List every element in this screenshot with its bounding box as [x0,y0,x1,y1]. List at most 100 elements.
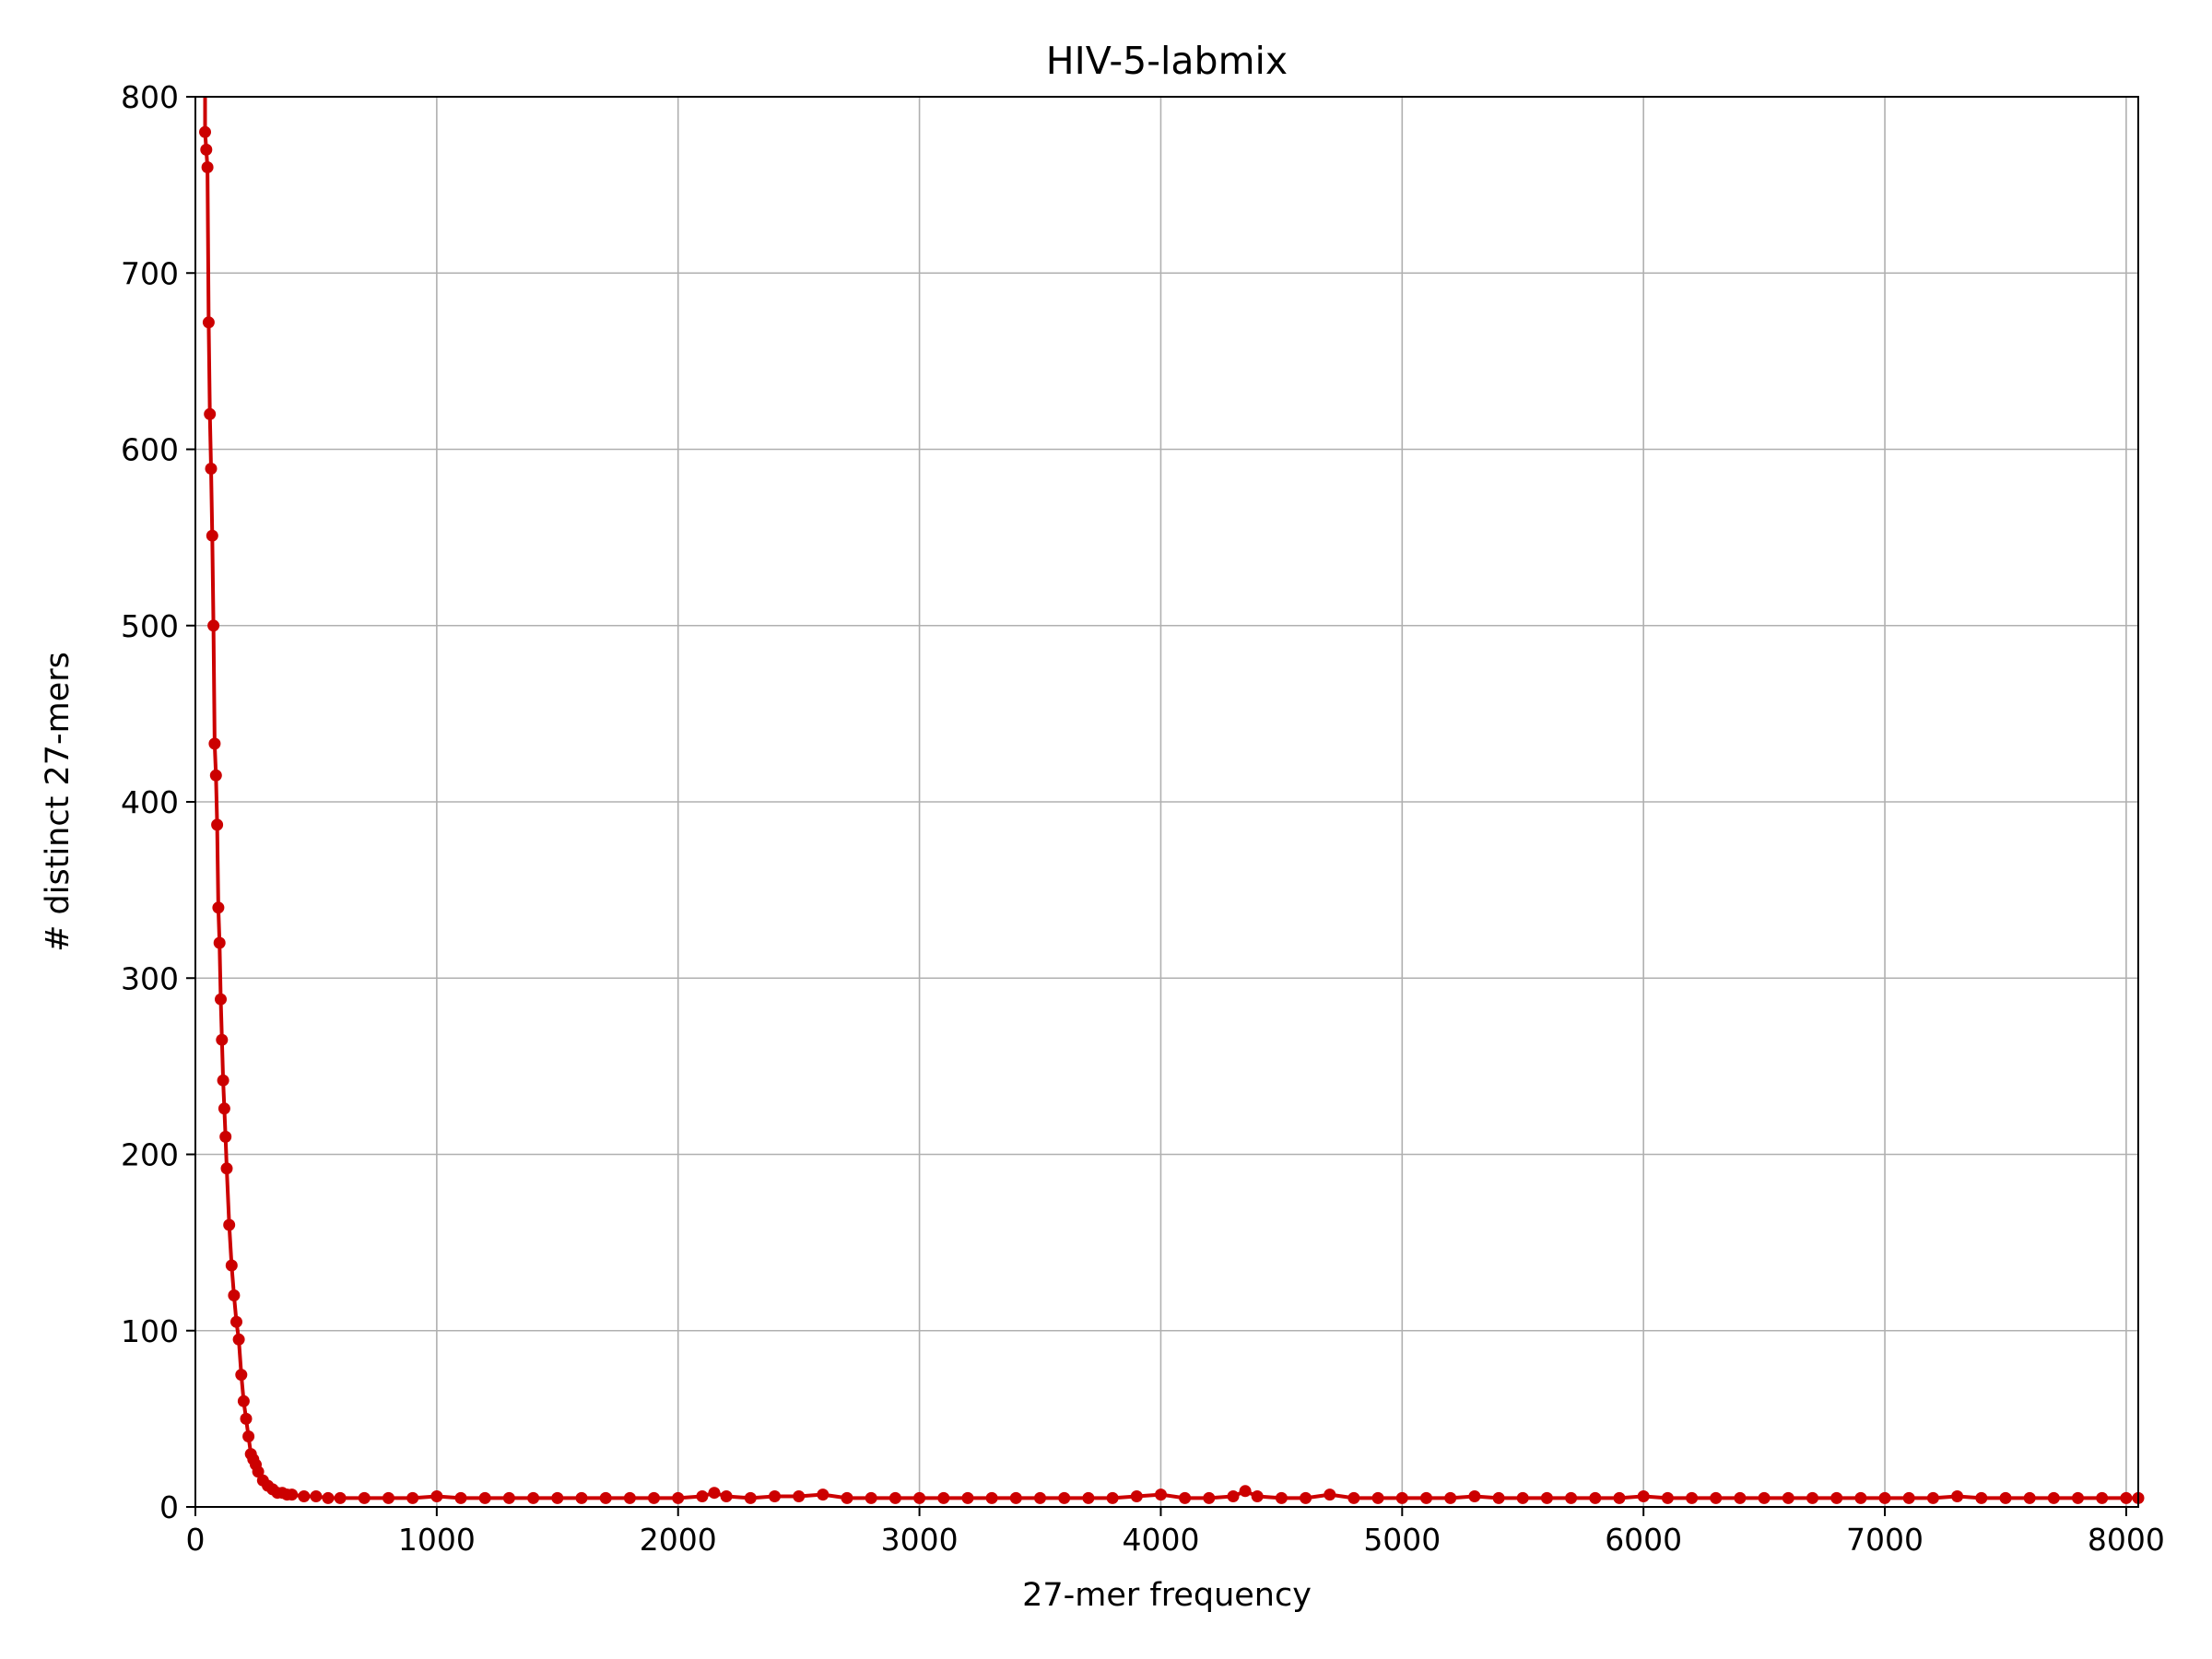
x-axis-ticks: 0 1000 2000 3000 4000 5000 6000 7000 8000 [186,1507,2165,1558]
data-point [720,1490,733,1502]
data-point [1324,1488,1336,1501]
data-point [1082,1491,1095,1504]
data-point [211,818,224,831]
data-point [744,1491,757,1504]
data-point [2096,1491,2109,1504]
data-point [298,1490,311,1502]
data-point [199,125,211,138]
data-point [696,1490,709,1502]
data-point [1155,1488,1167,1501]
y-tick-label: 0 [159,1489,179,1525]
x-tick-label: 1000 [398,1522,476,1558]
data-point [1058,1491,1071,1504]
data-point [1661,1491,1674,1504]
y-axis-label: # distinct 27-mers [40,652,76,952]
data-point [334,1491,347,1504]
y-tick-label: 500 [121,608,179,644]
data-point [672,1491,685,1504]
data-point [1854,1491,1867,1504]
series-layer [199,97,2145,1504]
data-point [218,1102,230,1115]
data-point [213,936,226,949]
x-tick-label: 6000 [1605,1522,1682,1558]
data-point [1830,1491,1843,1504]
data-point [220,1162,233,1175]
data-point [1420,1491,1432,1504]
x-tick-label: 0 [186,1522,206,1558]
data-point [1999,1491,2012,1504]
y-axis-ticks: 0 100 200 300 400 500 600 700 800 [121,79,195,1525]
y-tick-label: 600 [121,432,179,468]
data-point [286,1488,299,1501]
data-point [232,1333,245,1346]
data-point [1395,1491,1408,1504]
data-point [1492,1491,1505,1504]
data-point [1251,1490,1264,1502]
y-tick-label: 200 [121,1137,179,1173]
x-tick-label: 2000 [640,1522,717,1558]
data-point [430,1490,443,1502]
grid-lines [194,96,2138,1508]
data-point [252,1465,265,1478]
data-point [2047,1491,2060,1504]
data-point [575,1491,588,1504]
data-point [228,1289,241,1301]
data-point [841,1491,853,1504]
data-point [1106,1491,1119,1504]
data-point [937,1491,950,1504]
data-point [648,1491,660,1504]
data-point [212,901,225,914]
data-point [242,1430,255,1442]
data-point [1275,1491,1288,1504]
data-point [1239,1485,1252,1498]
data-point [206,529,218,542]
data-point [216,1033,229,1046]
data-point [599,1491,612,1504]
data-point [1589,1491,1602,1504]
data-point [1806,1491,1818,1504]
data-point [1686,1491,1699,1504]
data-point [793,1490,806,1502]
data-point [223,1218,236,1231]
x-tick-label: 3000 [881,1522,959,1558]
data-point [1710,1491,1723,1504]
data-point [310,1490,323,1502]
data-point [865,1491,877,1504]
data-point [230,1315,242,1328]
x-tick-label: 4000 [1122,1522,1199,1558]
y-tick-label: 800 [121,79,179,115]
data-point [240,1412,253,1425]
data-point [1951,1490,1964,1502]
data-point [204,407,217,420]
data-point [1878,1491,1891,1504]
y-tick-label: 300 [121,960,179,996]
data-point [1347,1491,1360,1504]
data-point [209,769,222,782]
data-point [623,1491,636,1504]
data-point [1444,1491,1457,1504]
data-point [1300,1491,1312,1504]
chart-title: HIV-5-labmix [1046,39,1288,83]
data-point [1782,1491,1794,1504]
data-point [208,737,221,750]
data-point [1758,1491,1771,1504]
data-point [1009,1491,1022,1504]
data-point [1179,1491,1192,1504]
data-point [202,316,215,329]
data-point [888,1491,901,1504]
data-point [322,1491,335,1504]
data-point [502,1491,515,1504]
data-point [1227,1490,1240,1502]
data-point [2023,1491,2036,1504]
data-point [225,1259,238,1272]
data-point [1926,1491,1939,1504]
data-point [2120,1491,2133,1504]
data-point [205,463,218,475]
data-point [207,619,220,632]
data-point [1734,1491,1747,1504]
data-point [769,1490,781,1502]
data-point [201,161,214,173]
data-point [961,1491,974,1504]
data-point [235,1369,248,1382]
